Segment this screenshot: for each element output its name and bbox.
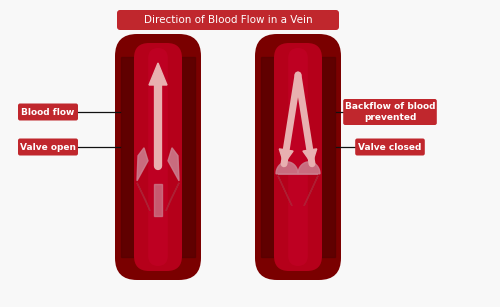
Polygon shape	[168, 148, 179, 181]
Polygon shape	[304, 176, 318, 206]
Text: Direction of Blood Flow in a Vein: Direction of Blood Flow in a Vein	[144, 15, 312, 25]
FancyBboxPatch shape	[18, 138, 78, 156]
Polygon shape	[137, 183, 150, 211]
Polygon shape	[278, 176, 292, 206]
FancyBboxPatch shape	[288, 48, 308, 266]
Text: Valve open: Valve open	[20, 142, 76, 151]
Polygon shape	[137, 148, 148, 181]
FancyBboxPatch shape	[355, 138, 425, 156]
Polygon shape	[166, 183, 179, 211]
Polygon shape	[149, 63, 167, 85]
FancyBboxPatch shape	[274, 43, 322, 271]
Polygon shape	[280, 149, 293, 164]
FancyBboxPatch shape	[148, 48, 168, 266]
Polygon shape	[298, 162, 320, 174]
Text: Blood flow: Blood flow	[22, 107, 74, 116]
FancyBboxPatch shape	[18, 103, 78, 121]
FancyBboxPatch shape	[134, 43, 182, 271]
Polygon shape	[121, 57, 136, 257]
Polygon shape	[261, 57, 276, 257]
Polygon shape	[320, 57, 335, 257]
FancyBboxPatch shape	[117, 10, 339, 30]
FancyBboxPatch shape	[115, 34, 201, 280]
Polygon shape	[180, 57, 195, 257]
FancyBboxPatch shape	[255, 34, 341, 280]
FancyBboxPatch shape	[343, 99, 437, 125]
Text: Backflow of blood
prevented: Backflow of blood prevented	[344, 102, 435, 122]
Text: Valve closed: Valve closed	[358, 142, 422, 151]
Polygon shape	[276, 162, 298, 174]
Polygon shape	[154, 184, 162, 216]
Polygon shape	[303, 149, 316, 164]
